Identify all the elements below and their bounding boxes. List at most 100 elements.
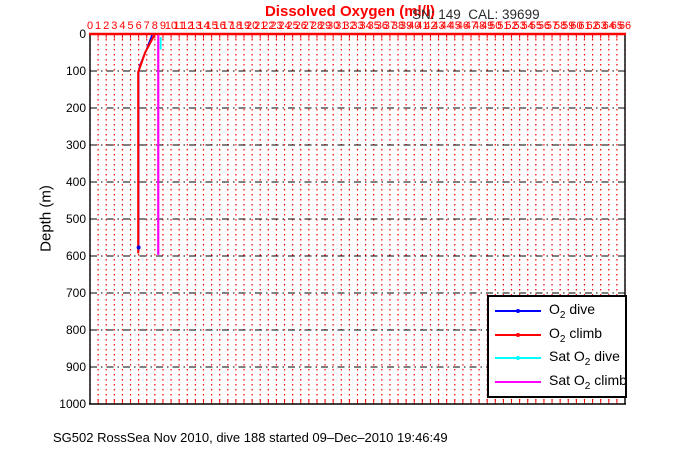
x-tick-label: 21 [254,20,267,32]
x-tick-label: 62 [586,20,599,32]
dive-caption: SG502 RossSea Nov 2010, dive 188 started… [53,430,448,445]
y-tick-label: 900 [65,360,86,374]
x-tick-label: 43 [432,20,445,32]
x-tick-label: 48 [472,20,486,32]
legend-label: O2 dive [549,300,596,321]
x-tick-label: 35 [367,20,380,32]
x-tick-label: 16 [213,20,226,32]
x-tick-label: 37 [383,20,397,32]
legend-label: Sat O2 dive [549,348,620,369]
legend-item: Sat O2 dive [489,347,625,371]
x-tick-label: 23 [270,20,283,32]
x-tick-label: 2 [103,20,110,32]
x-tick-label: 3 [111,20,118,32]
legend-label: O2 climb [549,324,603,345]
x-tick-label: 26 [294,20,307,32]
x-tick-label: 45 [448,20,461,32]
x-tick-label: 49 [481,20,494,32]
x-tick-label: 22 [262,20,275,32]
x-tick-label: 58 [554,20,567,32]
x-tick-label: 29 [318,20,332,32]
x-tick-label: 14 [197,20,210,32]
x-tick-label: 56 [537,20,551,32]
x-tick-label: 32 [343,20,356,32]
x-tick-label: 11 [173,20,185,32]
y-tick-label: 200 [65,101,86,115]
x-tick-label: 5 [127,20,134,32]
legend-line-sample [495,332,541,337]
x-tick-label: 40 [408,20,421,32]
legend-marker-dot [516,308,520,313]
y-tick-label: 600 [65,249,86,263]
x-tick-label: 50 [489,20,502,32]
x-tick-label: 28 [310,20,324,32]
x-tick-label: 25 [286,20,299,32]
x-tick-label: 63 [594,20,607,32]
x-tick-label: 7 [143,20,150,32]
legend-marker-dot [516,356,520,361]
legend-line-sample [495,381,541,384]
x-tick-label: 34 [359,20,372,32]
y-tick-label: 400 [65,175,86,189]
x-tick-label: 13 [189,20,202,32]
legend-line-sample [495,308,541,313]
x-tick-label: 36 [375,20,388,32]
y-tick-label: 800 [65,323,86,337]
x-tick-label: 64 [602,20,615,32]
x-tick-label: 20 [245,20,259,32]
y-tick-label: 100 [65,64,86,78]
x-tick-label: 10 [164,20,178,32]
x-tick-label: 47 [464,20,478,32]
x-tick-label: 54 [521,20,534,32]
chart-title: Dissolved Oxygen (ml/l) [264,3,436,20]
x-tick-label: 27 [302,20,315,32]
x-tick-label: 61 [578,20,591,32]
legend-item: O2 climb [489,323,625,347]
x-tick-label: 4 [119,20,126,32]
x-tick-label: 59 [562,20,575,32]
x-tick-label: 55 [529,20,542,32]
legend-item: O2 dive [489,299,625,323]
x-tick-label: 24 [278,20,291,32]
x-tick-label: 66 [618,20,632,32]
series-o2-climb [137,33,156,254]
y-tick-label: 500 [65,212,86,226]
y-tick-label: 1000 [59,397,86,411]
x-tick-label: 51 [497,20,510,32]
x-tick-label: 8 [151,20,158,32]
x-tick-label: 46 [456,20,469,32]
x-tick-label: 38 [391,20,405,32]
x-tick-label: 12 [181,20,194,32]
legend: O2 dive O2 climb Sat O2 dive Sat O2 climb [487,295,627,398]
x-tick-label: 52 [505,20,518,32]
x-tick-label: 0 [86,20,94,32]
sensor-serial-cal-label: SN: 149 CAL: 39699 [412,7,540,22]
legend-item: Sat O2 climb [489,370,627,394]
x-tick-label: 65 [610,20,624,32]
x-tick-label: 19 [237,20,251,32]
x-tick-label: 42 [424,20,437,32]
x-tick-label: 9 [159,20,167,32]
x-tick-label: 39 [400,20,413,32]
x-tick-label: 15 [205,20,218,32]
x-tick-label: 6 [135,20,142,32]
y-tick-label: 300 [65,138,86,152]
x-tick-label: 17 [221,20,234,32]
legend-label: Sat O2 climb [549,372,627,393]
x-tick-label: 60 [570,20,583,32]
x-tick-label: 44 [440,20,453,32]
y-tick-label: 700 [65,286,86,300]
y-tick-label: 0 [79,27,86,41]
x-tick-label: 30 [327,20,340,32]
dive-end-marker [136,245,141,250]
legend-line-sample [495,356,541,361]
legend-marker-dot [516,332,520,337]
x-tick-label: 31 [335,20,348,32]
x-tick-label: 1 [95,20,102,32]
x-tick-label: 33 [351,20,364,32]
x-tick-label: 53 [513,20,526,32]
x-tick-label: 18 [229,20,243,32]
x-tick-label: 57 [545,20,559,32]
